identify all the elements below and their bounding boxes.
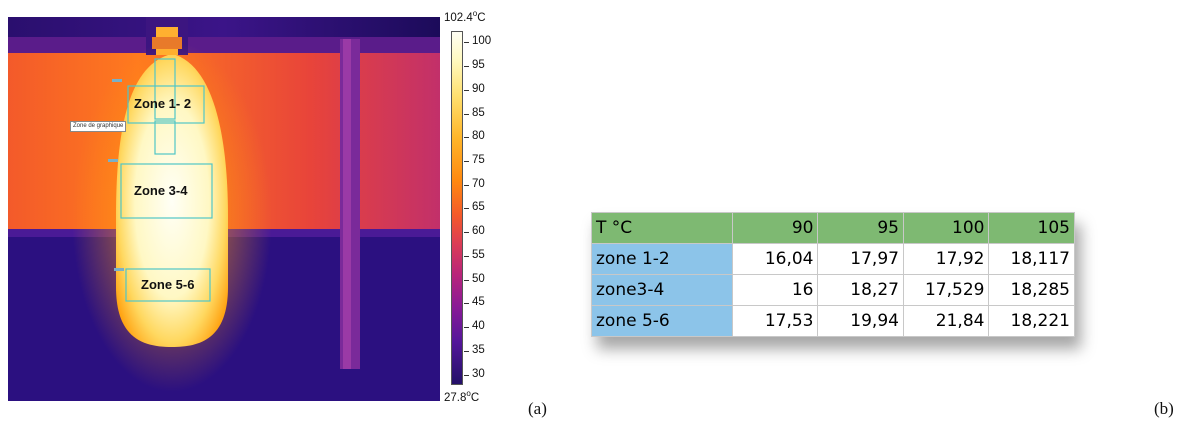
caption-a: (a) [528,399,547,418]
caption-b: (b) [1154,399,1174,418]
chart-area-tooltip: Zone de graphique [70,121,127,132]
scale-tick-mark [464,374,469,376]
table-cell: 17,53 [731,305,819,337]
scale-tick-mark [464,208,469,210]
scale-tick-mark [464,303,469,305]
table-cell: 18,117 [988,243,1075,275]
scale-max-label: 102.4oC [444,9,486,24]
table-header-cell: 95 [817,212,904,244]
table-cell: 17,97 [817,243,904,275]
scale-tick-mark [464,184,469,186]
scale-tick-label: 90 [472,82,485,95]
zone-5-6-box [125,268,211,302]
table-header-cell: 90 [731,212,819,244]
row-header-cell: zone 1-2 [591,243,733,275]
table-header-cell: 100 [902,212,990,244]
scale-tick-mark [464,255,469,257]
table-row: zone 5-6 17,53 19,94 21,84 18,221 [591,305,1075,337]
scale-tick-label: 80 [472,130,485,143]
table-header-cell: 105 [988,212,1075,244]
thermal-scene [8,17,440,401]
scale-tick-mark [464,279,469,281]
table-header-row: T °C 90 95 100 105 [591,212,1075,244]
scale-tick-label: 60 [472,225,485,238]
zone-label-1-2: Zone 1- 2 [134,96,192,111]
scale-tick-label: 35 [472,343,485,356]
table-cell: 17,92 [902,243,990,275]
zone-label-3-4: Zone 3-4 [134,183,188,198]
scale-tick-label: 40 [472,320,485,333]
zone-label-5-6: Zone 5-6 [141,277,195,292]
scale-tick-label: 70 [472,177,485,190]
temperature-color-scale [451,31,463,385]
zone-1-2-inner-box [154,58,176,120]
table-cell: 17,529 [902,274,990,306]
table-cell: 21,84 [902,305,990,337]
scale-tick-mark [464,137,469,139]
scale-tick-label: 45 [472,296,485,309]
row-header-cell: zone3-4 [591,274,733,306]
row-header-cell: zone 5-6 [591,305,733,337]
scale-tick-mark [464,89,469,91]
zone-3-4-box [120,163,213,219]
table-cell: 18,27 [817,274,904,306]
scale-tick-label: 100 [472,35,492,48]
scale-tick-label: 85 [472,106,485,119]
scale-tick-mark [464,42,469,44]
zone-temperature-table: T °C 90 95 100 105 zone 1-2 16,04 17,97 … [591,212,1075,337]
table-cell: 16 [731,274,819,306]
scale-tick-mark [464,161,469,163]
thermal-image: Zone 1- 2 Zone 3-4 Zone 5-6 Zone de grap… [8,17,440,401]
scale-tick-label: 55 [472,248,485,261]
scale-tick-mark [464,113,469,115]
scale-tick-mark [464,350,469,352]
scale-tick-label: 75 [472,154,485,167]
table-cell: 19,94 [817,305,904,337]
scale-tick-mark [464,66,469,68]
scale-min-label: 27.8oC [444,389,480,404]
zone-1-2-box [127,85,205,124]
table-cell: 18,285 [988,274,1075,306]
scale-tick-label: 30 [472,367,485,380]
scale-tick-label: 65 [472,201,485,214]
zone-2-lower-box [154,120,176,155]
table-cell: 18,221 [988,305,1075,337]
table-cell: 16,04 [731,243,819,275]
table-row: zone 1-2 16,04 17,97 17,92 18,117 [591,243,1075,275]
table-header-cell: T °C [591,212,733,244]
scale-tick-mark [464,327,469,329]
table-row: zone3-4 16 18,27 17,529 18,285 [591,274,1075,306]
scale-tick-mark [464,232,469,234]
scale-tick-label: 50 [472,272,485,285]
scale-tick-label: 95 [472,59,485,72]
